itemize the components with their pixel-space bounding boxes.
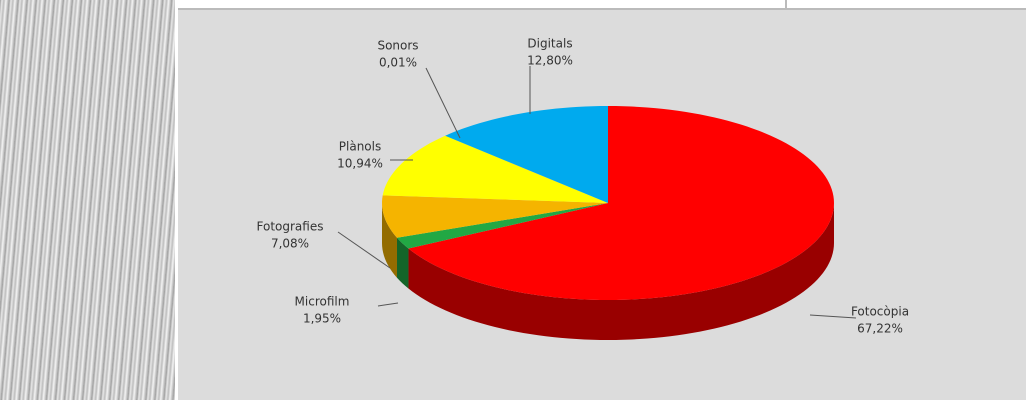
slice-side <box>396 237 409 289</box>
chart: Fotocòpia 67,22% Microfilm 1,95% Fotografies… <box>178 10 1026 400</box>
slice <box>382 135 608 203</box>
slice <box>408 106 834 300</box>
slice <box>445 106 608 203</box>
slice-label: Fotografies <box>257 220 324 234</box>
slice-value-label: 67,22% <box>857 322 903 336</box>
slice-side <box>408 203 834 340</box>
slice <box>396 203 608 249</box>
slice-label: Plànols <box>339 140 381 154</box>
slice-value-label: 10,94% <box>337 157 383 171</box>
slice-label: Digitals <box>527 37 572 51</box>
slice-value-label: 7,08% <box>271 237 309 251</box>
slice-value-label: 0,01% <box>379 56 417 70</box>
slice-value-label: 1,95% <box>303 312 341 326</box>
slice-label: Microfilm <box>295 295 350 309</box>
leader-line <box>425 67 461 139</box>
top-divider <box>785 0 787 10</box>
leader-line <box>809 314 857 319</box>
slice-side <box>382 203 397 278</box>
slice-label: Sonors <box>377 39 418 53</box>
slice-label: Fotocòpia <box>851 305 909 319</box>
top-bar <box>178 0 1026 10</box>
leader-line <box>337 231 391 269</box>
slice <box>382 195 608 238</box>
slice-value-label: 12,80% <box>527 54 573 68</box>
leader-line <box>377 302 399 307</box>
slice <box>445 135 608 203</box>
texture-strip <box>0 0 175 400</box>
